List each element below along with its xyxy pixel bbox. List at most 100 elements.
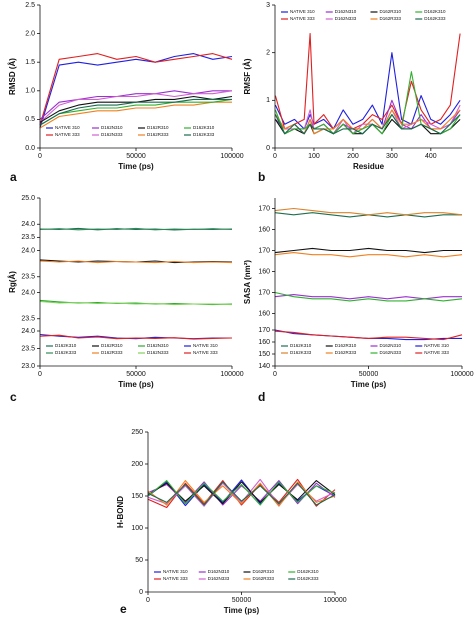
legend-label: D162R333	[335, 350, 357, 355]
series-line	[147, 480, 336, 507]
series-line	[39, 260, 233, 264]
series-line	[274, 104, 461, 135]
panel-label: d	[258, 390, 265, 404]
legend-label: D162N333	[380, 350, 402, 355]
legend-label: NATIVE 310	[424, 343, 449, 348]
legend-label: D162R333	[253, 576, 275, 581]
y-tick-label: 24.0	[21, 221, 35, 228]
y-axis-label: RMSD (Å)	[8, 58, 17, 95]
y-tick-label: 250	[131, 429, 143, 436]
series-line	[274, 52, 461, 130]
x-tick-label: 100000	[220, 153, 243, 160]
y-tick-label: 2.0	[25, 30, 35, 37]
y-tick-label: 100	[131, 525, 143, 532]
y-tick-label: 150	[131, 493, 143, 500]
y-tick-label: 1.5	[25, 59, 35, 66]
legend-label: D162N310	[208, 569, 230, 574]
x-tick-label: 100	[308, 153, 320, 160]
y-tick-label: 50	[135, 557, 143, 564]
legend-label: D162K310	[193, 125, 215, 130]
legend-label: D162K333	[297, 576, 319, 581]
series-line	[39, 98, 232, 126]
legend-label: D162K333	[193, 132, 215, 137]
y-axis-label: H-BOND	[116, 496, 125, 528]
y-tick-label: 160	[258, 268, 270, 275]
legend-label: D162N310	[335, 9, 357, 14]
y-tick-label: 0.0	[25, 145, 35, 152]
y-tick-label: 2	[266, 50, 270, 57]
legend-label: D162R310	[380, 9, 402, 14]
legend-label: NATIVE 310	[163, 569, 188, 574]
x-tick-label: 400	[425, 153, 437, 160]
y-tick-label: 23.5	[21, 316, 35, 323]
y-tick-label: 24.0	[21, 289, 35, 296]
series-line	[274, 294, 462, 300]
legend-label: NATIVE 333	[290, 16, 315, 21]
x-tick-label: 200	[347, 153, 359, 160]
y-tick-label: 24.0	[21, 328, 35, 335]
series-line	[39, 90, 232, 120]
y-tick-label: 160	[258, 310, 270, 317]
y-tick-label: 140	[258, 363, 270, 370]
legend-label: D162K310	[55, 343, 77, 348]
y-tick-label: 24.0	[21, 247, 35, 254]
x-tick-label: 0	[146, 597, 150, 604]
panel-label: e	[120, 602, 127, 616]
x-axis-label: Time (ps)	[118, 380, 154, 389]
series-line	[274, 247, 462, 254]
series-line	[39, 53, 233, 129]
legend-label: D162R310	[253, 569, 275, 574]
y-tick-label: 170	[258, 247, 270, 254]
series-line	[39, 334, 233, 340]
legend-label: D162N333	[147, 350, 169, 355]
y-tick-label: 23.5	[21, 274, 35, 281]
y-tick-label: 160	[258, 226, 270, 233]
x-axis-label: Time (ps)	[224, 606, 260, 615]
legend-label: NATIVE 333	[424, 350, 449, 355]
series-line	[274, 114, 461, 135]
series-line	[39, 227, 233, 231]
x-axis-label: Residue	[353, 162, 385, 171]
legend-label: D162R333	[380, 16, 402, 21]
legend-label: D162R310	[147, 125, 169, 130]
legend-label: NATIVE 333	[193, 350, 218, 355]
x-tick-label: 100000	[220, 371, 243, 378]
y-tick-label: 23.0	[21, 363, 35, 370]
y-tick-label: 170	[258, 327, 270, 334]
x-tick-label: 50000	[126, 371, 146, 378]
legend-label: D162N310	[101, 125, 123, 130]
legend-label: D162R310	[335, 343, 357, 348]
y-tick-label: 25.0	[21, 195, 35, 202]
x-tick-label: 50000	[232, 597, 252, 604]
series-line	[274, 33, 461, 130]
y-tick-label: 23.5	[21, 345, 35, 352]
y-tick-label: 0	[139, 589, 143, 596]
legend-label: D162N333	[101, 132, 123, 137]
series-line	[274, 252, 463, 258]
legend-label: D162K333	[424, 16, 446, 21]
legend-label: D162N333	[335, 16, 357, 21]
x-tick-label: 0	[273, 153, 277, 160]
y-tick-label: 3	[266, 2, 270, 9]
x-tick-label: 100000	[450, 371, 473, 378]
y-tick-label: 1.0	[25, 88, 35, 95]
y-tick-label: 170	[258, 205, 270, 212]
legend-label: D162R333	[147, 132, 169, 137]
legend-label: D162N310	[147, 343, 169, 348]
series-line	[39, 98, 233, 126]
legend-label: D162K310	[297, 569, 319, 574]
x-tick-label: 0	[38, 371, 42, 378]
series-line	[147, 481, 336, 506]
x-axis-label: Time (ps)	[351, 380, 387, 389]
legend-label: D162K333	[290, 350, 312, 355]
panel-label: a	[10, 170, 17, 184]
legend-label: NATIVE 333	[163, 576, 188, 581]
legend-label: D162N310	[380, 343, 402, 348]
series-line	[274, 291, 463, 302]
legend-label: D162K310	[290, 343, 312, 348]
series-line	[39, 101, 232, 129]
y-axis-label: RMSF (Å)	[243, 58, 252, 94]
y-tick-label: 0	[266, 145, 270, 152]
